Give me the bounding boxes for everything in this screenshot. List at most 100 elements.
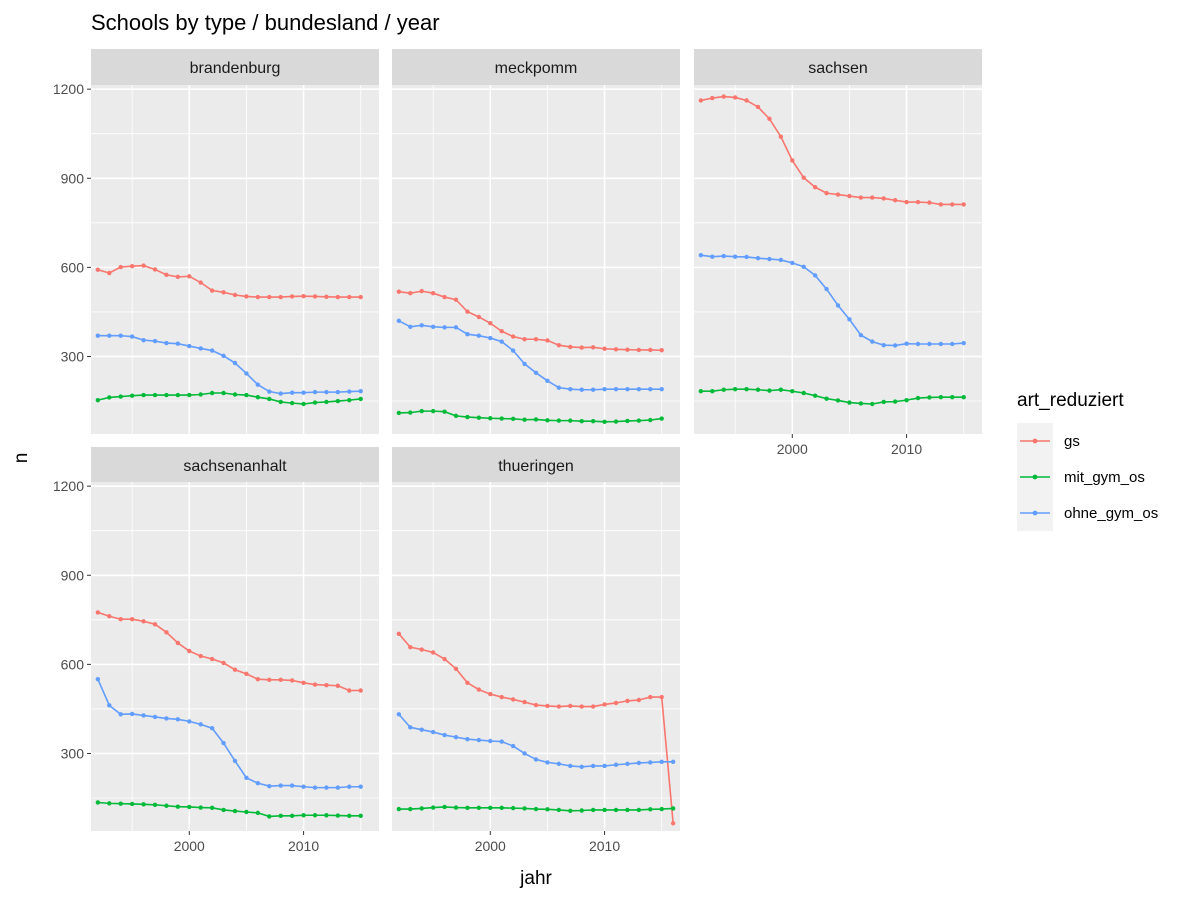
data-point-mit_gym_os [602,807,607,813]
data-point-gs [545,338,550,343]
data-point-ohne_gym_os [175,341,181,346]
data-point-gs [129,263,135,269]
x-tick-label: 2000 [174,838,205,854]
data-point-mit_gym_os [408,410,413,415]
data-point-gs [499,694,504,700]
data-point-gs [824,190,829,196]
data-point-gs [510,697,516,702]
data-point-gs [430,650,436,655]
data-point-gs [442,294,447,300]
data-point-ohne_gym_os [556,385,562,390]
data-point-ohne_gym_os [915,341,921,347]
data-point-gs [670,821,676,826]
data-point-ohne_gym_os [659,759,664,764]
data-point-ohne_gym_os [465,332,470,337]
data-point-mit_gym_os [453,413,459,419]
data-point-gs [778,134,784,139]
data-point-mit_gym_os [950,394,955,400]
data-point-mit_gym_os [107,801,112,806]
data-point-ohne_gym_os [465,737,470,742]
data-point-ohne_gym_os [579,387,584,392]
data-point-gs [141,263,146,268]
data-point-gs [430,291,436,296]
data-point-mit_gym_os [510,416,516,422]
data-point-gs [358,294,363,300]
data-point-mit_gym_os [927,395,932,400]
data-point-ohne_gym_os [613,762,619,767]
data-point-ohne_gym_os [476,333,482,338]
legend-key-point [1032,474,1038,480]
data-point-mit_gym_os [915,395,921,401]
data-point-mit_gym_os [118,394,123,399]
data-point-gs [465,680,470,685]
data-point-mit_gym_os [648,807,653,812]
data-point-ohne_gym_os [278,391,283,396]
legend-label: ohne_gym_os [1064,505,1158,522]
data-point-ohne_gym_os [938,341,944,347]
data-point-gs [579,345,584,350]
data-point-ohne_gym_os [625,386,630,392]
data-point-mit_gym_os [465,805,470,811]
data-point-ohne_gym_os [232,360,238,366]
data-point-gs [904,199,909,205]
data-point-gs [533,702,539,708]
data-point-ohne_gym_os [453,734,459,740]
data-point-mit_gym_os [579,419,584,424]
data-point-mit_gym_os [625,807,630,813]
data-point-gs [510,334,516,339]
data-point-ohne_gym_os [790,260,795,266]
panel-sachsen: sachsen 2000 2010 [694,49,982,457]
data-point-ohne_gym_os [744,254,749,260]
data-point-mit_gym_os [221,390,226,396]
data-point-gs [209,288,215,293]
data-point-gs [408,644,413,650]
data-point-mit_gym_os [129,393,135,398]
series-gs-meckpomm [396,288,664,353]
y-tick-label: 300 [61,348,85,364]
series-mit_gym_os-sachsen [698,386,966,407]
strip-thueringen [392,447,680,483]
data-point-mit_gym_os [659,806,664,812]
data-point-gs [590,704,596,709]
legend-key-point [1032,438,1038,444]
data-point-gs [522,337,527,342]
data-point-gs [187,648,192,654]
chart-title: Schools by type / bundesland / year [91,10,440,35]
data-point-gs [801,175,806,180]
legend-title: art_reduziert [1017,390,1124,411]
data-point-ohne_gym_os [892,343,898,348]
data-point-gs [129,617,135,622]
data-point-mit_gym_os [324,399,329,405]
data-point-ohne_gym_os [442,732,447,738]
data-point-mit_gym_os [408,806,413,812]
data-point-gs [152,267,158,272]
data-point-ohne_gym_os [659,386,664,392]
series-ohne_gym_os-thueringen [396,712,676,770]
data-point-ohne_gym_os [710,254,715,259]
data-point-ohne_gym_os [499,339,504,344]
data-point-gs [927,200,932,205]
data-point-gs [858,195,864,200]
data-point-gs [267,294,272,300]
data-point-mit_gym_os [164,803,169,808]
data-point-ohne_gym_os [358,784,363,789]
data-point-mit_gym_os [209,390,215,396]
data-point-gs [590,345,596,350]
data-point-mit_gym_os [710,389,715,394]
data-point-gs [812,184,818,190]
data-point-ohne_gym_os [801,264,806,269]
data-point-mit_gym_os [904,397,909,403]
data-point-gs [289,678,295,683]
x-tick-label: 2000 [777,441,808,457]
data-point-gs [648,694,653,700]
data-point-ohne_gym_os [107,703,112,708]
data-point-ohne_gym_os [118,333,123,338]
data-point-ohne_gym_os [164,716,169,721]
data-point-ohne_gym_os [141,337,146,343]
data-point-mit_gym_os [118,801,123,806]
data-point-mit_gym_os [881,399,886,405]
data-point-mit_gym_os [453,805,459,810]
data-point-ohne_gym_os [522,751,527,756]
